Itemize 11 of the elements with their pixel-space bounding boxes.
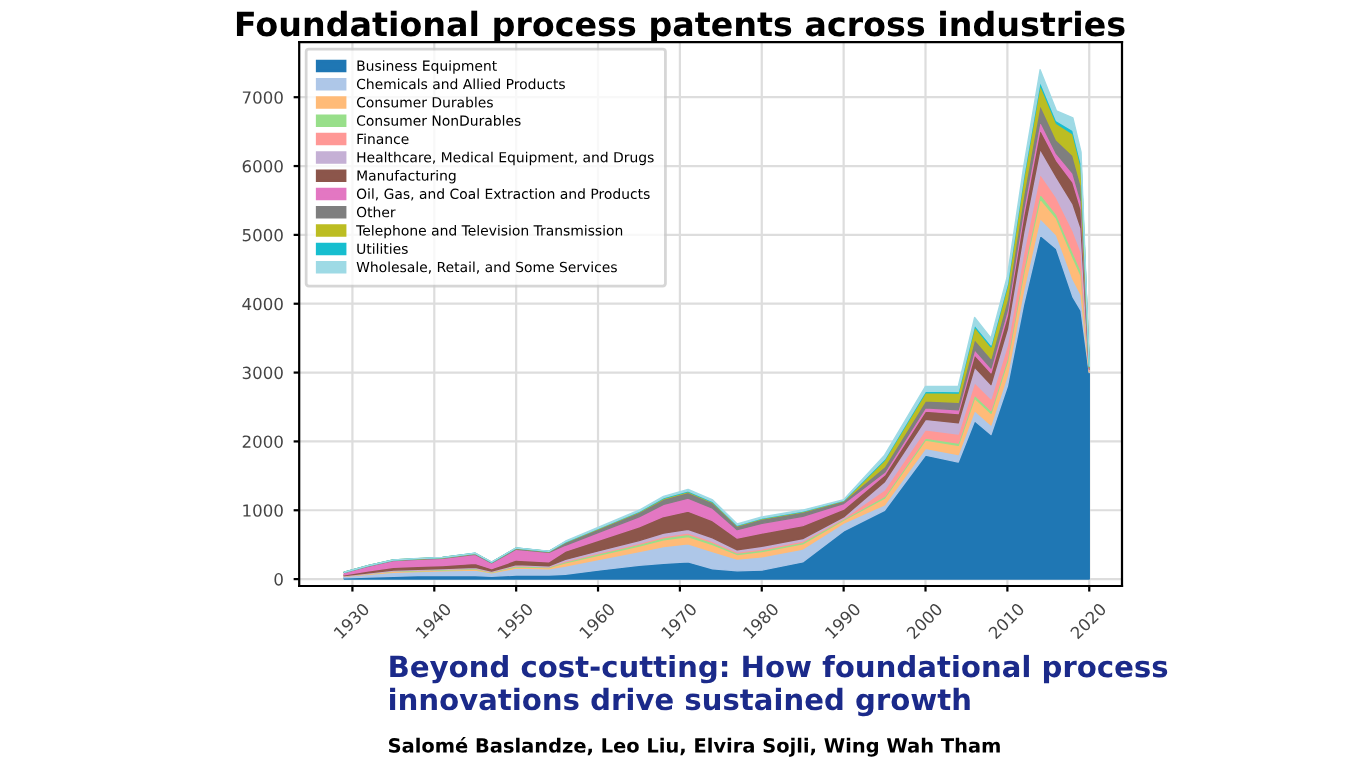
y-tick-label: 4000 [242, 297, 283, 311]
y-tick-label: 5000 [242, 228, 283, 242]
text: Salomé Baslandze, Leo Liu, Elvira Sojli, Wing Wah Tham [388, 736, 1000, 757]
y-tick-label: 0 [274, 573, 283, 586]
chart-title: Foundational process patents across industries [236, 10, 1125, 43]
text: Beyond cost-cutting: How foundational process innovations drive sustained growth [390, 654, 1168, 717]
y-tick-label: 7000 [242, 91, 283, 104]
y-tick-label: 2000 [242, 435, 283, 448]
y-tick-label: 1000 [243, 504, 283, 517]
y-tick-label: 3000 [242, 366, 283, 380]
y-tick-label: 6000 [242, 160, 283, 173]
